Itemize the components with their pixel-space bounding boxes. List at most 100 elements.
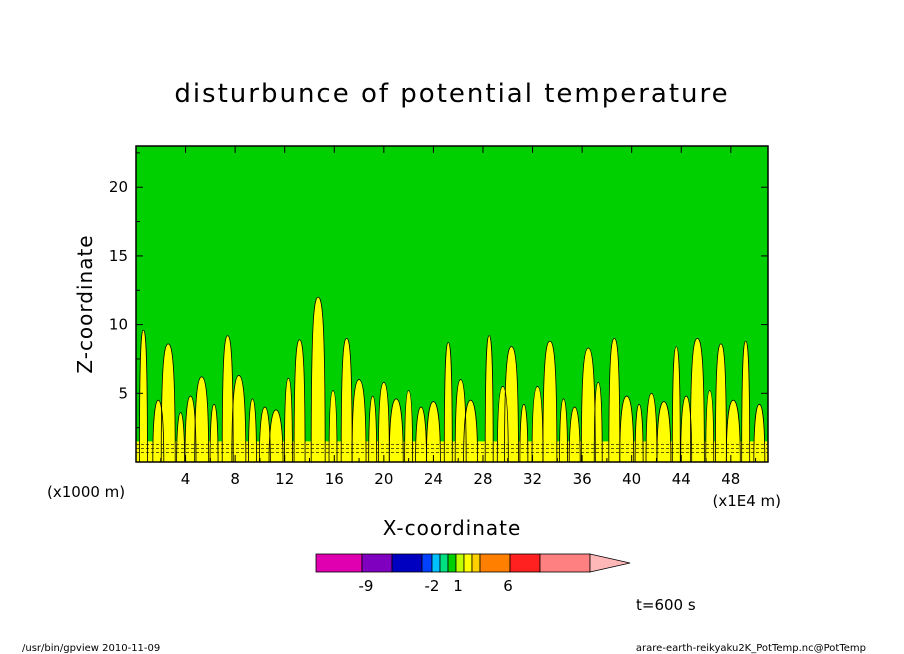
colorbar-cell [315, 553, 363, 573]
x-tick-label: 48 [721, 470, 740, 488]
plume [194, 376, 209, 462]
plume-contour [593, 381, 603, 463]
contour-lines [136, 296, 768, 463]
plume-contour [496, 386, 509, 463]
plume-contour [741, 340, 751, 463]
plume-contour [568, 406, 581, 463]
plume-contour [160, 343, 176, 463]
plume [294, 339, 306, 462]
plume [222, 335, 234, 462]
plume-contour [328, 390, 338, 463]
colorbar-cell [421, 553, 433, 573]
x-tick-label: 36 [573, 470, 592, 488]
plume [231, 375, 246, 462]
plume-contour [634, 403, 644, 463]
plume-contour [608, 337, 621, 463]
y-axis-label: Z-coordinate [73, 234, 97, 373]
x-axis-ticks: 4 8 12 16 20 24 28 32 36 40 44 48 [160, 146, 757, 488]
footer-left: /usr/bin/gpview 2010-11-09 [22, 643, 160, 654]
plume-contour [463, 399, 478, 463]
plume-contour [645, 392, 658, 463]
x-unit-right: (x1E4 m) [712, 492, 781, 510]
plume-contour [404, 390, 414, 463]
plume-contour [248, 398, 257, 463]
colorbar-cell [361, 553, 393, 573]
plume-contour [542, 340, 558, 463]
x-tick-label: 4 [181, 470, 191, 488]
time-label: t=600 s [636, 596, 696, 614]
plume [139, 330, 148, 462]
x-tick-label: 28 [473, 470, 492, 488]
plume-contour [680, 395, 693, 463]
x-tick-label: 8 [230, 470, 240, 488]
plume [311, 297, 326, 462]
colorbar-arrow [589, 553, 631, 573]
colorbar-cell [431, 553, 441, 573]
plume-contour [619, 395, 635, 463]
y-axis-ticks: 5 10 15 20 [109, 152, 768, 429]
plume [581, 347, 596, 462]
y-tick-label: 20 [109, 178, 128, 196]
plume-contour [377, 381, 390, 463]
plume-contour [559, 398, 568, 463]
plume-contour [705, 390, 715, 463]
plume-contour [139, 329, 148, 463]
plume-contour [268, 409, 284, 463]
plume [741, 341, 750, 462]
plume [284, 378, 293, 462]
colorbar-label: -2 [425, 577, 440, 595]
x-tick-label: 24 [424, 470, 443, 488]
plume-contour [715, 343, 727, 463]
plume [341, 338, 353, 462]
colorbar-cell [539, 553, 591, 573]
plume-contour [184, 395, 197, 463]
plume-contour [368, 395, 378, 463]
plume-contour [689, 337, 705, 463]
plume-contour [656, 401, 672, 463]
plume-contour [231, 375, 247, 463]
x-tick-label: 40 [622, 470, 641, 488]
y-tick-label: 15 [109, 247, 128, 265]
colorbar-labels: -9 -2 1 6 [359, 577, 513, 595]
x-tick-label: 16 [325, 470, 344, 488]
plume-contour [454, 379, 467, 463]
plume-contour [753, 403, 766, 463]
plume-contour [310, 296, 326, 463]
plume-contour [426, 401, 441, 463]
plume-contour [725, 399, 741, 463]
plume-contour [443, 342, 453, 463]
plume [672, 346, 681, 462]
colorbar-cell [391, 553, 423, 573]
plume [690, 338, 705, 462]
plume-contour [221, 335, 234, 463]
colorbar-label: 1 [453, 577, 463, 595]
colorbar-cell [471, 553, 481, 573]
plot-frame [135, 145, 769, 463]
plume-contour [194, 376, 210, 463]
colorbar-cell [509, 553, 541, 573]
plume-contour [152, 399, 165, 463]
plume [444, 342, 453, 462]
colorbar [315, 553, 631, 573]
plume-contour [340, 337, 353, 463]
plume-contour [519, 403, 529, 463]
plume-contour [176, 412, 186, 463]
plume-contour [388, 398, 404, 463]
plume-contour [504, 346, 519, 463]
chart-title: disturbunce of potential temperature [174, 79, 729, 109]
plume-contour [484, 335, 494, 463]
colorbar-cell [455, 553, 465, 573]
x-axis-label: X-coordinate [383, 516, 522, 540]
x-tick-label: 12 [275, 470, 294, 488]
y-tick-label: 10 [109, 316, 128, 334]
x-tick-label: 44 [672, 470, 691, 488]
x-tick-label: 32 [523, 470, 542, 488]
plume-contour [209, 403, 219, 463]
colorbar-cell [479, 553, 511, 573]
colorbar-cell [447, 553, 457, 573]
x-tick-label: 20 [374, 470, 393, 488]
plume [542, 341, 557, 462]
plume [161, 343, 176, 462]
